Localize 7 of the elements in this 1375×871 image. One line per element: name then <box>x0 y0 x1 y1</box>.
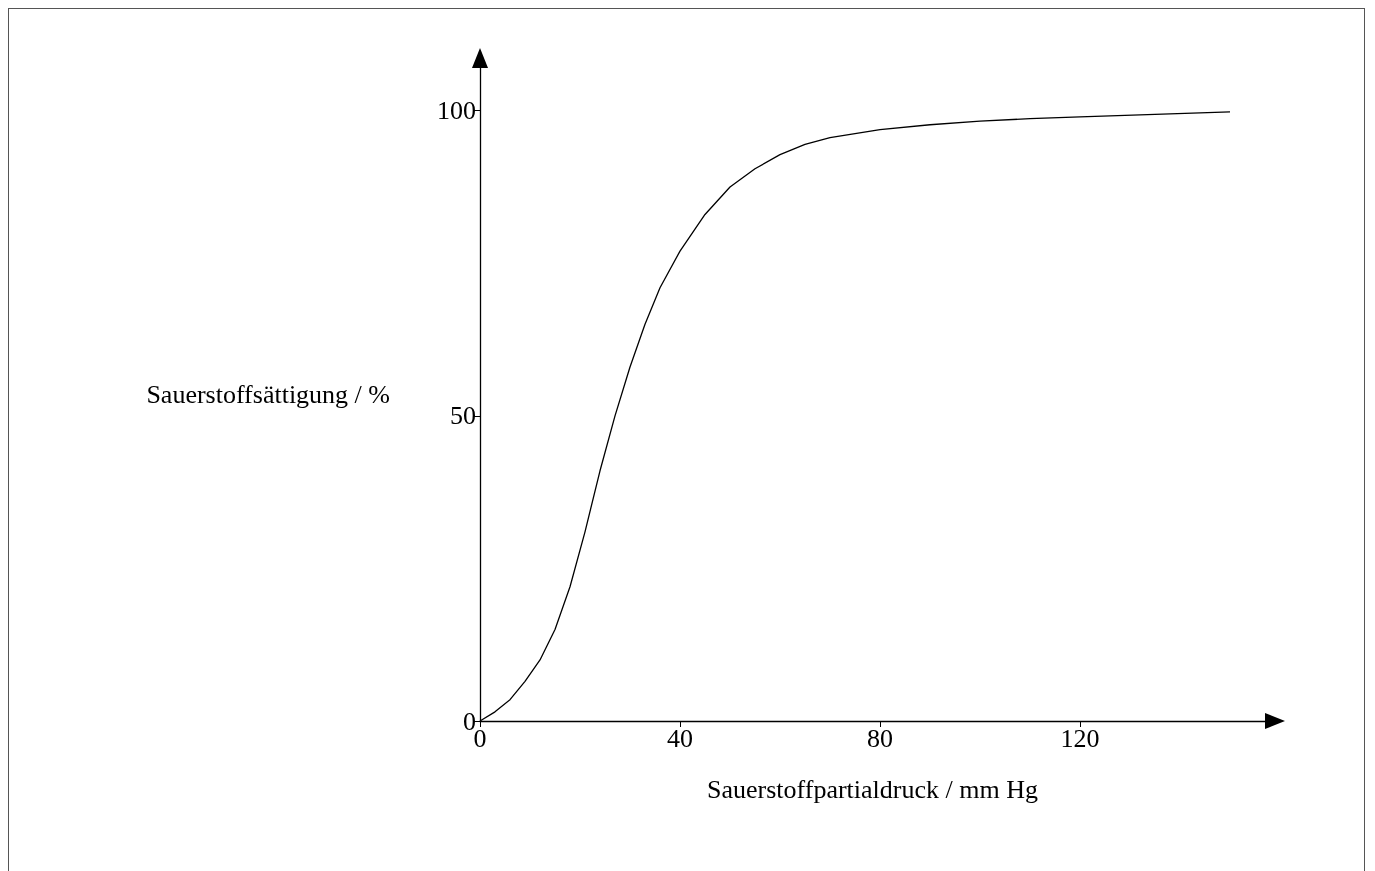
y-axis-title: Sauerstoffsättigung / % <box>146 380 390 409</box>
y-tick-label: 50 <box>450 401 476 431</box>
x-axis-title: Sauerstoffpartialdruck / mm Hg <box>707 774 1038 804</box>
y-tick-label: 100 <box>437 96 476 126</box>
x-tick-label: 40 <box>667 723 693 753</box>
x-tick-label: 80 <box>867 723 893 753</box>
x-tick-label: 120 <box>1060 723 1100 753</box>
